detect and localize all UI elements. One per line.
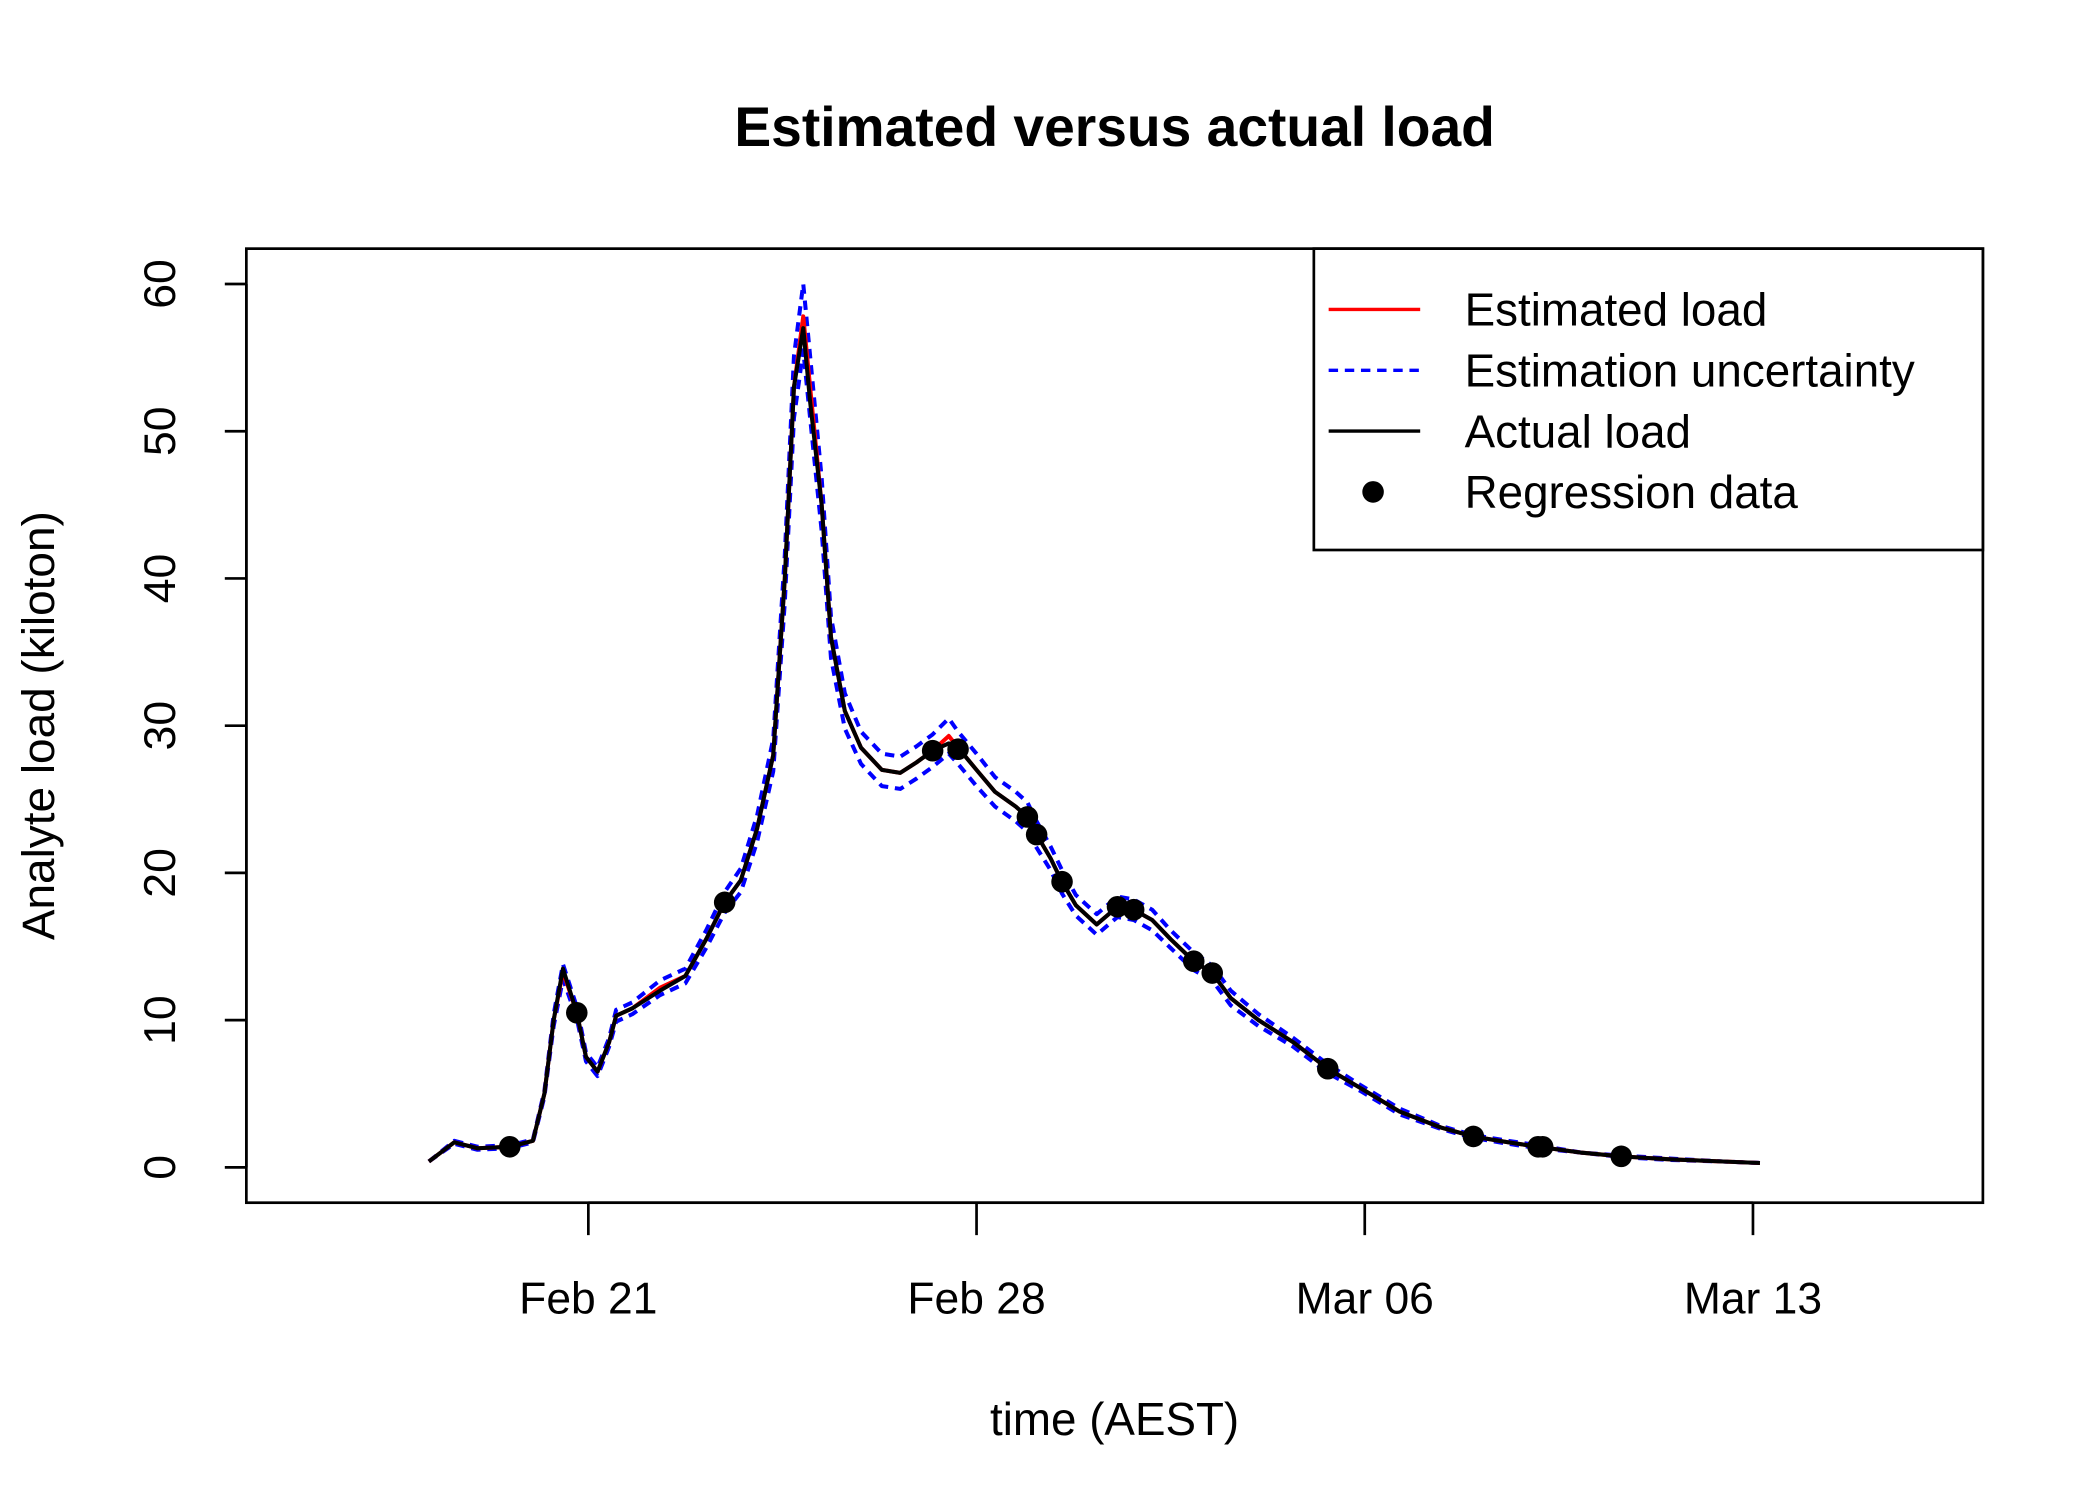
x-tick-label: Mar 13 — [1684, 1274, 1822, 1323]
legend-swatch-point — [1362, 481, 1384, 503]
regression-data-point — [1051, 870, 1073, 893]
y-tick-label: 0 — [136, 1155, 185, 1180]
x-tick-label: Feb 28 — [907, 1274, 1045, 1323]
regression-data-point — [921, 739, 944, 762]
y-tick-label: 40 — [136, 554, 185, 604]
legend-label: Actual load — [1465, 405, 1691, 457]
legend-label: Estimation uncertainty — [1465, 344, 1915, 396]
estimation-uncertainty-lower-line — [427, 348, 1761, 1165]
regression-data-point — [499, 1135, 521, 1158]
y-tick-label: 10 — [136, 995, 185, 1045]
regression-data-point — [1025, 823, 1048, 846]
chart-title: Estimated versus actual load — [734, 96, 1494, 158]
x-tick-label: Feb 21 — [519, 1274, 657, 1323]
regression-data-point — [566, 1001, 588, 1024]
x-tick-label: Mar 06 — [1296, 1274, 1434, 1323]
y-tick-label: 30 — [136, 701, 185, 751]
regression-data-point — [947, 738, 969, 761]
x-axis-label: time (AEST) — [990, 1393, 1239, 1445]
regression-data-point — [1106, 895, 1129, 918]
regression-data-point — [713, 891, 736, 914]
regression-data-point — [1610, 1145, 1633, 1168]
regression-points — [499, 738, 1633, 1168]
regression-data-point — [1201, 962, 1224, 984]
legend-label: Estimated load — [1465, 284, 1768, 336]
x-axis: Feb 21 Feb 28 Mar 06 Mar 13 — [519, 1201, 1822, 1324]
regression-data-point — [1182, 950, 1205, 973]
regression-data-point — [1317, 1057, 1339, 1080]
y-tick-label: 60 — [136, 259, 185, 309]
regression-data-point — [1016, 806, 1039, 828]
y-axis-label: Analyte load (kiloton) — [12, 511, 64, 940]
y-axis: 0 10 20 30 40 50 60 — [136, 259, 248, 1180]
regression-data-point — [1462, 1125, 1485, 1148]
legend: Estimated load Estimation uncertainty Actu… — [1312, 247, 1985, 552]
y-tick-label: 50 — [136, 406, 185, 456]
legend-box — [1312, 247, 1985, 552]
regression-data-point — [1531, 1135, 1554, 1158]
regression-data-point — [1122, 898, 1145, 921]
legend-label: Regression data — [1465, 466, 1799, 518]
y-tick-label: 20 — [136, 848, 185, 898]
